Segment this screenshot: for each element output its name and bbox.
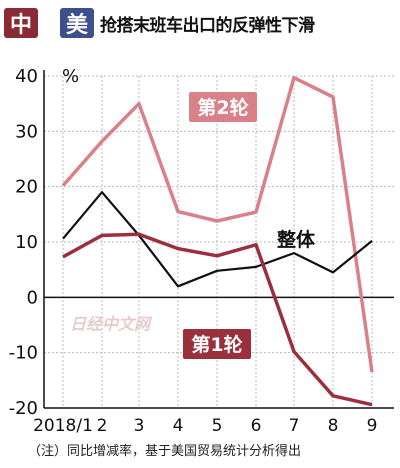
y-tick-label: 20 <box>15 177 38 198</box>
x-tick-label: 4 <box>173 416 184 436</box>
watermark-text: 日经中文网 <box>70 314 153 333</box>
x-tick-label: 5 <box>212 416 223 436</box>
us-badge: 美 <box>60 8 94 38</box>
chart-header: 中 美 抢搭末班车出口的反弹性下滑 <box>4 6 315 40</box>
series-label-box-round2 <box>189 92 257 122</box>
series-label-box-round1 <box>183 329 251 359</box>
x-tick-label: 7 <box>289 416 300 436</box>
series-label-round2: 第2轮 <box>197 96 248 119</box>
series-label-overall: 整体 <box>277 228 316 251</box>
y-tick-label: 0 <box>27 287 38 308</box>
x-tick-label: 8 <box>328 416 339 436</box>
y-unit-label: % <box>62 66 79 87</box>
series-label-round1: 第1轮 <box>191 333 242 356</box>
chart-note: （注）同比增减率，基于美国贸易统计分析得出 <box>28 444 302 459</box>
y-tick-label: -20 <box>9 398 38 419</box>
x-tick-label: 2 <box>97 416 108 436</box>
china-badge: 中 <box>4 8 38 38</box>
y-tick-label: 10 <box>15 232 38 253</box>
y-tick-label: 40 <box>15 66 38 87</box>
x-tick-label: 3 <box>134 416 145 436</box>
y-tick-label: -10 <box>9 343 38 364</box>
x-tick-label: 6 <box>251 416 262 436</box>
chart-title: 抢搭末班车出口的反弹性下滑 <box>100 15 315 36</box>
x-tick-label: 2018/1 <box>33 416 93 436</box>
x-tick-label: 9 <box>367 416 378 436</box>
y-tick-label: 30 <box>15 121 38 142</box>
